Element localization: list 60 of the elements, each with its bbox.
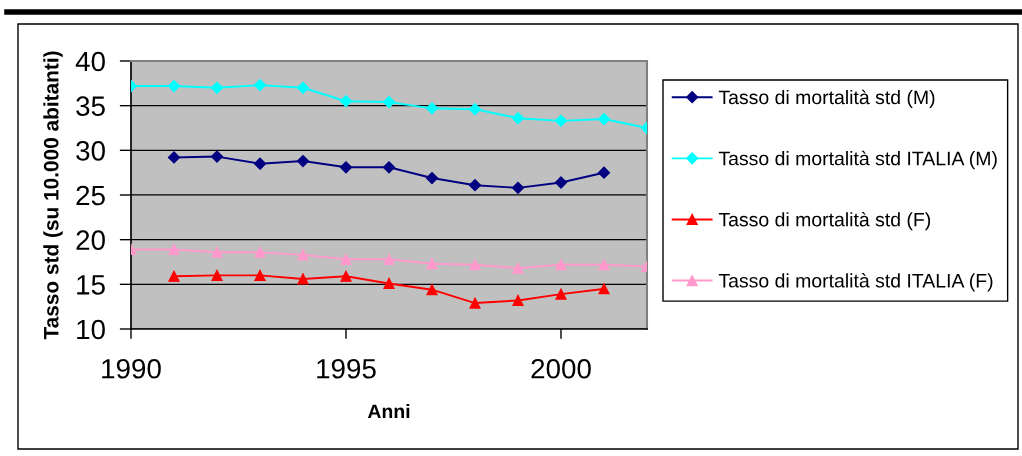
x-tick-label: 2000 [531,358,591,379]
point [297,273,309,285]
point [297,249,309,261]
point [167,79,181,93]
point [512,294,524,306]
legend-label: Tasso di mortalità std ITALIA (F) [718,273,993,292]
point [425,171,439,185]
point [468,103,482,116]
y-tick-label: 35 [76,96,105,117]
point [253,157,267,170]
point [296,154,310,168]
y-tick-label: 15 [77,275,105,295]
point [426,258,438,270]
y-axis-title: Tasso std (su 10.000 abitanti) [43,51,63,340]
point [211,246,223,258]
point [210,81,224,94]
point [168,270,180,282]
point [168,243,180,256]
point [511,181,525,194]
y-tick-label: 10 [77,319,105,340]
point [511,112,525,125]
point [339,161,353,174]
point [598,283,610,295]
legend-label: Tasso di mortalità std (M) [718,89,935,109]
x-axis-title: Anni [367,403,410,419]
point [554,176,568,189]
point [469,297,481,309]
x-tick-label: 1995 [317,358,376,379]
point [254,246,266,258]
point [339,95,353,108]
point [554,114,568,127]
point [382,161,396,174]
point [383,253,395,265]
y-tick-label: 25 [76,185,105,206]
point [340,270,352,282]
point [425,102,439,115]
point [210,150,224,163]
point [469,259,481,271]
y-tick-label: 20 [76,230,105,251]
point [555,259,567,271]
point [598,259,610,271]
point [211,269,223,281]
y-tick-label: 30 [76,141,105,161]
x-tick-label: 1990 [102,358,161,379]
point [382,95,396,109]
legend-label: Tasso di mortalità std (F) [718,211,931,231]
point [253,79,267,92]
legend-label: Tasso di mortalità std ITALIA (M) [718,150,997,170]
point [340,253,352,265]
point [597,166,611,179]
point [468,179,482,192]
point [167,151,181,164]
point [555,288,567,300]
point [512,262,524,274]
point [296,81,310,94]
point [383,277,395,289]
point [426,284,438,296]
point [597,112,611,126]
y-tick-label: 40 [75,51,105,72]
point [254,269,266,281]
